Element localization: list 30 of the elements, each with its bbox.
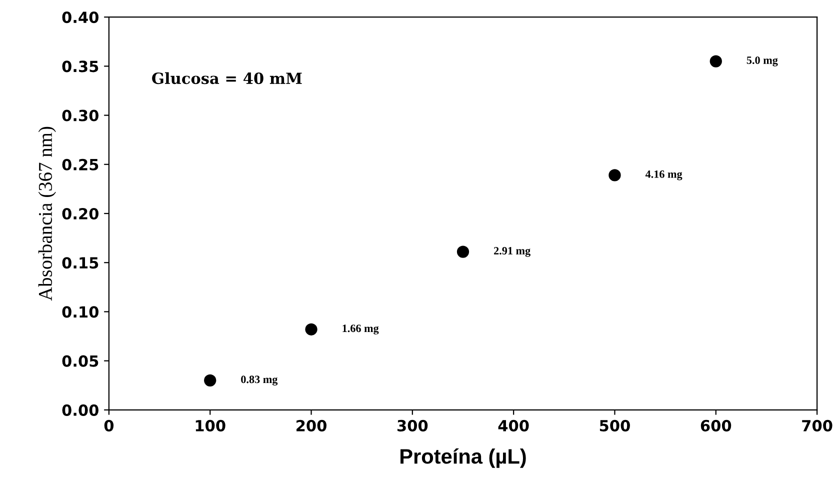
annotation: 0.83 mg [241,376,278,386]
point [710,55,722,68]
y-tick-label: 0.15 [62,257,98,269]
y-tick-label: 0.10 [62,306,98,318]
y-tick-label: 0.05 [62,355,98,367]
y-tick-label: 0.20 [62,208,98,220]
x-tick-label: 400 [498,420,529,432]
y-tick-label: 0.25 [62,158,98,170]
y-tick-label: 0.35 [62,60,98,72]
annotation: Glucosa = 40 mM [152,72,302,84]
annotation: 2.91 mg [494,247,530,257]
point [456,246,470,258]
y-tick-label: 0.00 [62,404,98,416]
x-tick-label: 200 [296,420,326,432]
y-tick-label: 0.40 [62,12,98,24]
y-axis-title: Absorbancia (367 nm) [38,126,56,301]
x-axis-title: Proteína (µL) [400,448,526,468]
annotation: 5.0 mg [746,56,778,66]
x-tick-label: 500 [600,420,630,432]
x-tick-label: 100 [196,420,226,432]
x-tick-label: 600 [700,420,732,432]
annotation: 1.66 mg [342,324,379,334]
annotation: 4.16 mg [645,170,682,180]
point [305,323,318,336]
y-tick-label: 0.30 [62,110,98,122]
point [204,374,216,387]
point [608,169,621,182]
x-tick-label: 700 [802,420,832,432]
x-tick-label: 0 [104,420,114,432]
x-tick-label: 300 [397,420,428,432]
